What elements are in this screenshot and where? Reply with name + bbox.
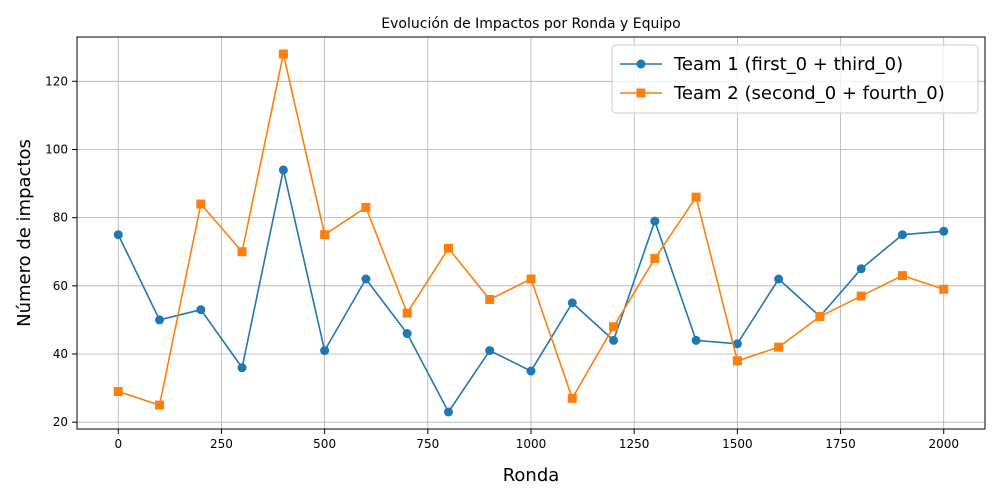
y-tick-label: 40 bbox=[53, 347, 68, 361]
series-2-point bbox=[443, 243, 453, 253]
y-tick-label: 20 bbox=[53, 415, 68, 429]
series-2-point bbox=[939, 284, 949, 294]
x-tick-label: 1250 bbox=[619, 437, 650, 451]
series-1-point bbox=[526, 366, 536, 376]
series-1-point bbox=[155, 315, 165, 325]
series-2-point bbox=[155, 400, 165, 410]
y-tick-label: 100 bbox=[45, 142, 68, 156]
chart-title: Evolución de Impactos por Ronda y Equipo bbox=[381, 16, 680, 32]
x-tick-label: 0 bbox=[114, 437, 122, 451]
series-2-point bbox=[815, 312, 825, 322]
series-1-point bbox=[609, 335, 619, 345]
series-1-point bbox=[320, 346, 330, 356]
series-2-point bbox=[691, 192, 701, 202]
x-axis-label: Ronda bbox=[503, 465, 560, 486]
x-tick-label: 2000 bbox=[928, 437, 959, 451]
y-tick-label: 120 bbox=[45, 74, 68, 88]
series-2 bbox=[113, 49, 949, 410]
axis-ticks: 0 250 500 750 1000 1250 1500 1750 2000 20 40 60 80 10… bbox=[45, 74, 959, 451]
x-tick-label: 500 bbox=[313, 437, 336, 451]
series-1-point bbox=[361, 274, 371, 284]
series-2-point bbox=[650, 254, 660, 264]
series-1-point bbox=[897, 230, 907, 240]
legend-label-1: Team 1 (first_0 + third_0) bbox=[673, 54, 903, 75]
series-1-point bbox=[856, 264, 866, 274]
legend-marker-2 bbox=[636, 88, 646, 98]
series-1-point bbox=[774, 274, 784, 284]
series-2-point bbox=[856, 291, 866, 301]
x-tick-label: 250 bbox=[210, 437, 233, 451]
series-1-point bbox=[567, 298, 577, 308]
series-2-point bbox=[278, 49, 288, 59]
series-1-point bbox=[237, 363, 247, 373]
series-2-point bbox=[485, 294, 495, 304]
series-2-point bbox=[361, 202, 371, 212]
legend-box bbox=[611, 44, 979, 114]
series-1-point bbox=[939, 226, 949, 236]
series-group bbox=[113, 49, 949, 417]
series-2-point bbox=[897, 271, 907, 281]
series-2-point bbox=[526, 274, 536, 284]
series-2-point bbox=[567, 393, 577, 403]
series-2-point bbox=[237, 247, 247, 257]
series-1-point bbox=[691, 335, 701, 345]
y-axis-label: Número de impactos bbox=[14, 139, 35, 327]
series-2-point bbox=[196, 199, 206, 209]
x-tick-label: 1500 bbox=[722, 437, 753, 451]
series-1-point bbox=[485, 346, 495, 356]
series-2-point bbox=[113, 387, 123, 397]
series-1-point bbox=[650, 216, 660, 226]
x-tick-label: 750 bbox=[416, 437, 439, 451]
y-tick-label: 60 bbox=[53, 279, 68, 293]
legend-marker-1 bbox=[636, 59, 646, 69]
series-1-point bbox=[402, 329, 412, 339]
series-2-point bbox=[609, 322, 619, 332]
series-2-point bbox=[320, 230, 330, 240]
x-tick-label: 1000 bbox=[516, 437, 547, 451]
series-1-point bbox=[278, 165, 288, 175]
x-tick-label: 1750 bbox=[825, 437, 856, 451]
legend-label-2: Team 2 (second_0 + fourth_0) bbox=[673, 83, 945, 104]
series-1-point bbox=[196, 305, 206, 315]
series-1-point bbox=[113, 230, 123, 240]
series-1-point bbox=[443, 407, 453, 417]
series-2-point bbox=[774, 342, 784, 352]
legend: Team 1 (first_0 + third_0) Team 2 (second… bbox=[611, 44, 979, 114]
series-2-point bbox=[402, 308, 412, 318]
series-2-point bbox=[732, 356, 742, 366]
y-tick-label: 80 bbox=[53, 211, 68, 225]
series-1-point bbox=[732, 339, 742, 349]
